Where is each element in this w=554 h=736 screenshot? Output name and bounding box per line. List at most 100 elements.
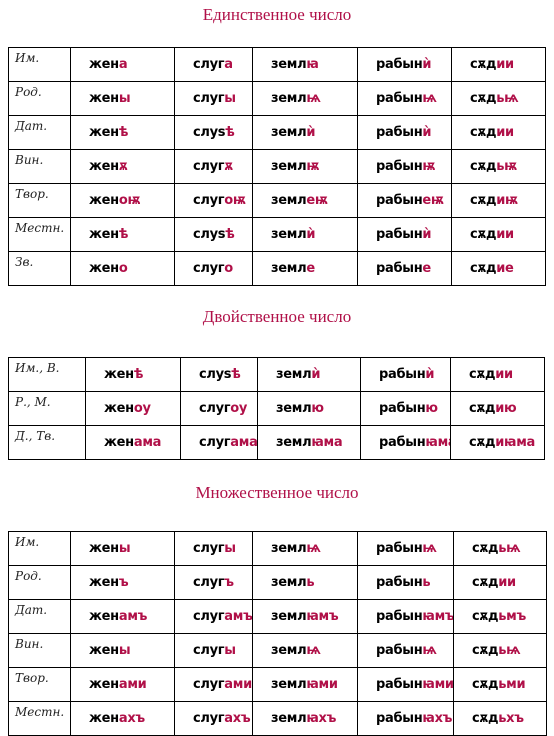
case-label: Твор. bbox=[8, 667, 71, 702]
word-ending: ꙗма bbox=[425, 435, 449, 450]
dual-declension-table: Им., В. женѣ слуѕѣ землѝ рабынѝ сѫдии Р., М. же… bbox=[8, 357, 545, 460]
word-stem: земл bbox=[271, 193, 307, 208]
word-stem: сѫд bbox=[470, 91, 497, 106]
word-stem: жен bbox=[89, 711, 119, 726]
case-label: Вин. bbox=[8, 149, 71, 184]
word-ending: ама bbox=[230, 435, 258, 450]
word-form: рабынѩ bbox=[357, 633, 454, 668]
word-form: жены bbox=[70, 81, 175, 116]
word-stem: слуг bbox=[193, 643, 225, 658]
word-form: сѫдии bbox=[451, 217, 546, 252]
case-label: Местн. bbox=[8, 217, 71, 252]
case-label: Им., В. bbox=[8, 357, 86, 392]
word-ending: ѩ bbox=[422, 541, 437, 556]
table-row: Твор. женоѭ слугоѭ землеѭ рабынеѭ сѫдиѭ bbox=[8, 183, 546, 218]
word-ending: ꙗми bbox=[306, 677, 338, 692]
word-ending: ию bbox=[495, 401, 517, 416]
word-form: слугы bbox=[174, 531, 253, 566]
word-form: рабынꙗмъ bbox=[357, 599, 454, 634]
word-ending: ѝ bbox=[311, 367, 321, 382]
word-form: землѩ bbox=[252, 531, 358, 566]
word-ending: ѭ bbox=[306, 159, 320, 174]
word-stem: сѫд bbox=[469, 401, 496, 416]
word-ending: ьѩ bbox=[498, 541, 521, 556]
word-form: земле bbox=[252, 251, 358, 286]
word-stem: рабын bbox=[379, 435, 426, 450]
word-stem: земл bbox=[271, 125, 307, 140]
word-stem: земл bbox=[271, 159, 307, 174]
word-stem: рабын bbox=[379, 401, 426, 416]
table-row: Им., В. женѣ слуѕѣ землѝ рабынѝ сѫдии bbox=[8, 357, 545, 392]
table-row: Д., Тв.женамаслугамаземлꙗмарабынꙗмасѫдиꙗ… bbox=[8, 425, 545, 460]
word-form: землѭ bbox=[252, 149, 358, 184]
word-form: землꙗхъ bbox=[252, 701, 358, 736]
word-ending: е bbox=[422, 261, 431, 276]
word-stem: сѫд bbox=[472, 677, 499, 692]
case-label: Твор. bbox=[8, 183, 71, 218]
word-stem: рабын bbox=[376, 609, 423, 624]
word-form: женѣ bbox=[70, 217, 175, 252]
word-ending: е bbox=[306, 261, 315, 276]
word-form: сѫдьхъ bbox=[453, 701, 547, 736]
word-form: женоѭ bbox=[70, 183, 175, 218]
word-form: сѫдьѩ bbox=[453, 531, 547, 566]
word-ending: ы bbox=[224, 541, 236, 556]
word-ending: ѩ bbox=[422, 91, 437, 106]
word-form: рабынѝ bbox=[360, 357, 451, 392]
word-ending: ии bbox=[498, 575, 516, 590]
word-ending: ъ bbox=[118, 575, 129, 590]
word-form: слугахъ bbox=[174, 701, 253, 736]
word-ending: ь bbox=[306, 575, 315, 590]
word-stem: слуѕ bbox=[193, 227, 226, 242]
case-label: Род. bbox=[8, 565, 71, 600]
word-stem: слуг bbox=[193, 609, 225, 624]
word-ending: ꙗма bbox=[311, 435, 343, 450]
word-stem: сѫд bbox=[469, 435, 496, 450]
word-form: слугъ bbox=[174, 565, 253, 600]
word-stem: рабын bbox=[376, 575, 423, 590]
word-ending: еѭ bbox=[422, 193, 444, 208]
word-form: рабынꙗхъ bbox=[357, 701, 454, 736]
word-form: рабынѝ bbox=[357, 47, 452, 82]
word-stem: слуг bbox=[193, 541, 225, 556]
word-form: землѩ bbox=[252, 81, 358, 116]
word-ending: ьмъ bbox=[498, 609, 526, 624]
word-ending: ѝ bbox=[306, 227, 316, 242]
word-stem: рабын bbox=[376, 711, 423, 726]
word-stem: жен bbox=[104, 401, 134, 416]
word-ending: о bbox=[118, 261, 128, 276]
word-form: женахъ bbox=[70, 701, 175, 736]
word-stem: рабын bbox=[376, 159, 423, 174]
word-ending: ама bbox=[133, 435, 162, 450]
word-stem: жен bbox=[89, 609, 119, 624]
word-ending: иꙗма bbox=[495, 435, 536, 450]
word-stem: земл bbox=[271, 677, 307, 692]
word-form: слугы bbox=[174, 633, 253, 668]
word-ending: ьхъ bbox=[498, 711, 524, 726]
word-ending: ами bbox=[118, 677, 147, 692]
word-stem: жен bbox=[104, 367, 134, 382]
word-ending: ѣ bbox=[133, 367, 144, 382]
word-ending: ьѩ bbox=[498, 643, 521, 658]
case-label: Зв. bbox=[8, 251, 71, 286]
word-stem: сѫд bbox=[472, 609, 499, 624]
word-form: женамъ bbox=[70, 599, 175, 634]
case-label: Вин. bbox=[8, 633, 71, 668]
word-stem: жен bbox=[89, 159, 119, 174]
word-stem: земл bbox=[271, 91, 307, 106]
word-form: жены bbox=[70, 531, 175, 566]
word-stem: земл bbox=[271, 227, 307, 242]
word-form: рабынѩ bbox=[357, 81, 452, 116]
word-stem: рабын bbox=[376, 193, 423, 208]
word-form: сѫдию bbox=[450, 391, 545, 426]
word-stem: сѫд bbox=[472, 711, 499, 726]
word-stem: земл bbox=[276, 435, 312, 450]
word-form: сѫдьѩ bbox=[451, 81, 546, 116]
word-form: сѫдьмъ bbox=[453, 599, 547, 634]
word-stem: слуг bbox=[199, 401, 231, 416]
word-ending: ьѭ bbox=[496, 159, 517, 174]
word-form: сѫдиѭ bbox=[451, 183, 546, 218]
word-form: слугоѭ bbox=[174, 183, 253, 218]
table-row: Зв. жено слуго земле рабыне сѫдие bbox=[8, 251, 546, 286]
word-ending: ии bbox=[496, 57, 514, 72]
